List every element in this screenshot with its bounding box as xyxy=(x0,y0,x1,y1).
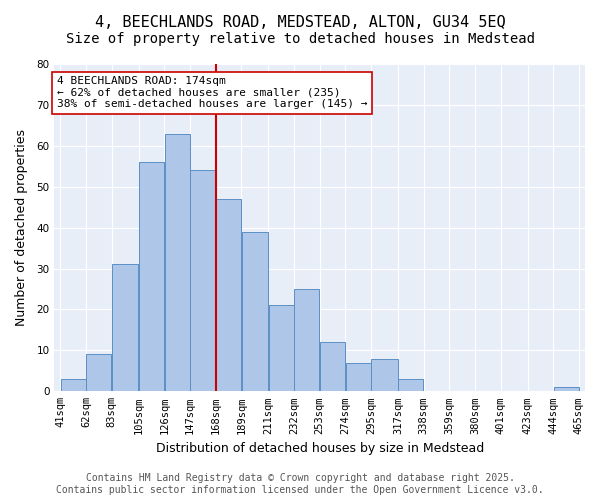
Bar xyxy=(165,134,190,392)
Bar xyxy=(346,362,371,392)
Y-axis label: Number of detached properties: Number of detached properties xyxy=(15,129,28,326)
Text: Size of property relative to detached houses in Medstead: Size of property relative to detached ho… xyxy=(65,32,535,46)
Bar xyxy=(371,358,398,392)
Text: Contains HM Land Registry data © Crown copyright and database right 2025.
Contai: Contains HM Land Registry data © Crown c… xyxy=(56,474,544,495)
Bar xyxy=(61,379,86,392)
Text: 4, BEECHLANDS ROAD, MEDSTEAD, ALTON, GU34 5EQ: 4, BEECHLANDS ROAD, MEDSTEAD, ALTON, GU3… xyxy=(95,15,505,30)
X-axis label: Distribution of detached houses by size in Medstead: Distribution of detached houses by size … xyxy=(155,442,484,455)
Bar xyxy=(398,379,423,392)
Bar xyxy=(216,199,241,392)
Bar xyxy=(112,264,138,392)
Bar xyxy=(86,354,112,392)
Bar xyxy=(295,289,319,392)
Bar xyxy=(190,170,215,392)
Bar xyxy=(269,306,293,392)
Text: 4 BEECHLANDS ROAD: 174sqm
← 62% of detached houses are smaller (235)
38% of semi: 4 BEECHLANDS ROAD: 174sqm ← 62% of detac… xyxy=(57,76,367,110)
Bar xyxy=(320,342,345,392)
Bar xyxy=(242,232,268,392)
Bar xyxy=(554,387,578,392)
Bar xyxy=(139,162,164,392)
